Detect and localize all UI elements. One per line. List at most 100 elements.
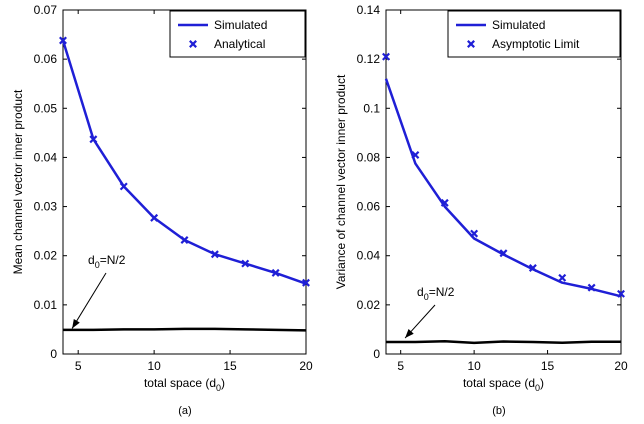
annotation-text: d [88, 253, 95, 267]
data-point-marker [89, 135, 98, 144]
data-point-marker [59, 36, 67, 45]
annotation-text: d [417, 285, 424, 299]
x-axis-label-text: total space (d [144, 376, 216, 390]
y-tick-label: 0 [50, 347, 57, 361]
marker-stroke [241, 259, 250, 268]
y-tick-label: 0.04 [357, 249, 381, 263]
x-tick-label: 10 [147, 359, 161, 373]
y-tick-label: 0.14 [357, 3, 381, 17]
data-point-marker [558, 273, 567, 282]
marker-stroke [587, 283, 596, 292]
y-tick-label: 0.01 [34, 298, 58, 312]
legend-entry-label: Simulated [492, 18, 545, 32]
x-tick-label: 5 [75, 359, 82, 373]
x-axis-label-end: ) [540, 376, 544, 390]
y-tick-label: 0.02 [357, 298, 381, 312]
marker-stroke [382, 52, 390, 61]
legend: Simulated Analytical [169, 10, 306, 58]
data-point-marker [241, 259, 250, 268]
plot-area [62, 9, 307, 355]
legend-box [447, 10, 621, 58]
marker-stroke [210, 250, 219, 259]
x-axis-label-subscript: 0 [535, 383, 540, 393]
legend-entry-label: Simulated [214, 18, 267, 32]
annotation-rest: =N/2 [100, 253, 126, 267]
data-point-marker [499, 249, 508, 258]
data-point-marker [470, 229, 479, 238]
annotation-subscript: 0 [95, 260, 100, 270]
x-tick-label: 10 [467, 359, 481, 373]
legend-marker-swatch [189, 40, 197, 48]
data-point-marker [587, 283, 596, 292]
annotation-label: d0=N/2 [88, 253, 126, 270]
x-axis-label-end: ) [221, 376, 225, 390]
marker-stroke [558, 273, 567, 282]
panel-label: (b) [492, 405, 505, 417]
data-point-marker [150, 213, 159, 222]
y-tick-label: 0.04 [34, 150, 58, 164]
x-tick-label: 15 [541, 359, 555, 373]
data-point-marker [382, 52, 390, 61]
data-point-marker [440, 198, 449, 207]
series-line-baseline [63, 327, 307, 332]
x-tick-label: 15 [223, 359, 237, 373]
y-tick-label: 0.1 [363, 101, 380, 115]
x-axis-label: total space (d0) [144, 376, 225, 393]
marker-stroke [180, 236, 189, 244]
legend-entry-label: Analytical [214, 37, 265, 51]
x-tick-label: 20 [614, 359, 628, 373]
marker-stroke [59, 36, 67, 45]
marker-stroke [528, 264, 537, 272]
data-point-marker [302, 278, 310, 287]
legend: Simulated Asymptotic Limit [447, 10, 621, 58]
annotation-subscript: 0 [424, 292, 429, 302]
y-axis-label: Variance of channel vector inner product [334, 74, 348, 289]
annotation-label: d0=N/2 [417, 285, 455, 302]
marker-stroke [411, 150, 420, 159]
data-point-marker [528, 264, 537, 272]
y-tick-label: 0.06 [357, 200, 381, 214]
x-axis-label: total space (d0) [463, 376, 544, 393]
chart-panel-a: 5 10 15 20 0 0.01 0.02 0.03 0.04 0.05 0.06 0.07 tota… [11, 3, 313, 417]
data-point-marker [271, 268, 280, 277]
panel-label: (a) [178, 405, 191, 417]
x-axis-label-text: total space (d [463, 376, 535, 390]
y-tick-label: 0.12 [357, 52, 381, 66]
x-tick-label: 5 [397, 359, 404, 373]
y-tick-label: 0.02 [34, 249, 58, 263]
marker-stroke [119, 182, 128, 191]
marker-stroke [271, 268, 280, 277]
y-tick-label: 0.05 [34, 101, 58, 115]
y-tick-label: 0.06 [34, 52, 58, 66]
marker-stroke [470, 229, 479, 238]
marker-stroke [302, 278, 310, 287]
annotation-arrow [71, 272, 107, 329]
x-axis-label-subscript: 0 [216, 383, 221, 393]
legend-entry-label: Asymptotic Limit [492, 37, 580, 51]
annotation-rest: =N/2 [429, 285, 455, 299]
data-point-marker [210, 250, 219, 259]
annotation-arrowhead [405, 329, 414, 339]
legend-box [169, 10, 306, 58]
y-tick-label: 0 [373, 347, 380, 361]
annotation-arrowhead [72, 318, 80, 329]
marker-stroke [617, 289, 625, 298]
x-tick-label: 20 [299, 359, 313, 373]
y-tick-label: 0.08 [357, 150, 381, 164]
marker-stroke [89, 135, 98, 144]
chart-panel-b: 5 10 15 20 0 0.02 0.04 0.06 0.08 0.1 0.12 0.14 total… [334, 3, 628, 417]
data-point-marker [119, 182, 128, 191]
data-point-marker [617, 289, 625, 298]
plot-area [385, 9, 622, 355]
marker-stroke [499, 249, 508, 258]
data-point-marker [411, 150, 420, 159]
y-tick-label: 0.03 [34, 200, 58, 214]
series-line-baseline [386, 339, 621, 345]
marker-stroke [440, 198, 449, 207]
y-axis-label: Mean channel vector inner product [11, 89, 25, 274]
marker-stroke [150, 213, 159, 222]
data-point-marker [180, 236, 189, 244]
legend-marker-swatch [467, 40, 475, 48]
y-tick-label: 0.07 [34, 3, 58, 17]
